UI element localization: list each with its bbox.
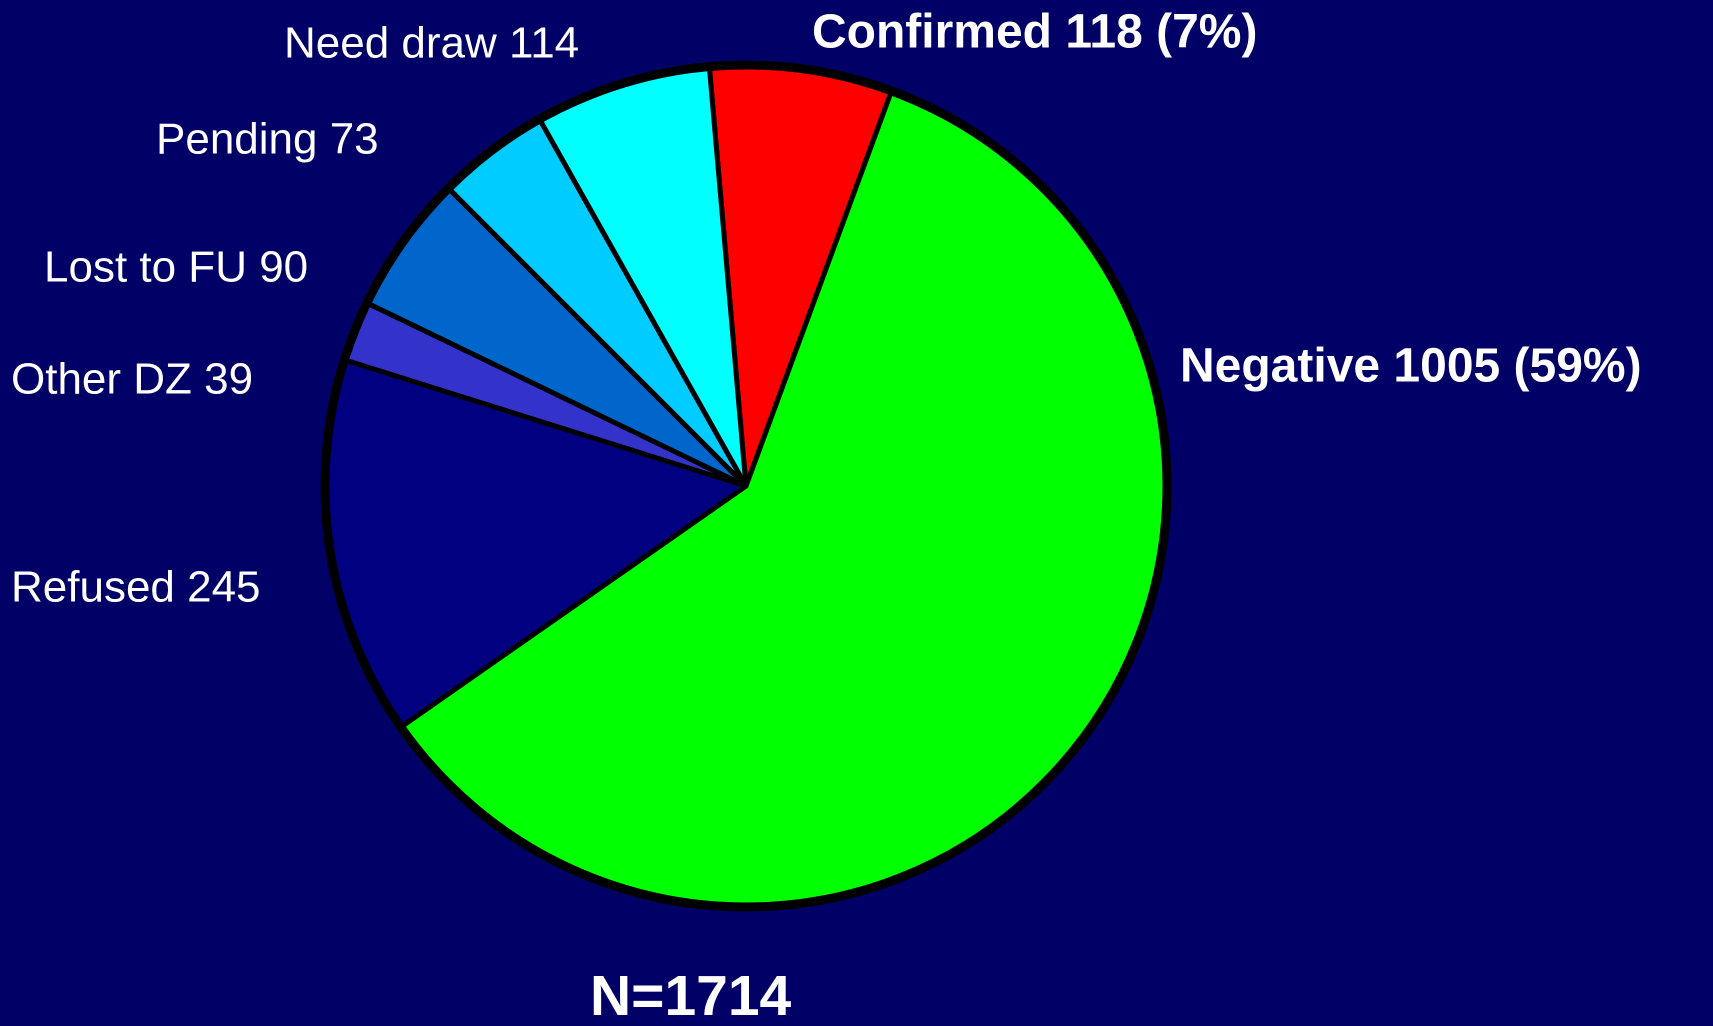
slice-label: Lost to FU 90 xyxy=(44,243,308,292)
slice-label: Refused 245 xyxy=(11,563,261,612)
slice-label: Negative 1005 (59%) xyxy=(1180,340,1642,393)
slice-label: Pending 73 xyxy=(156,115,379,164)
slice-label: Confirmed 118 (7%) xyxy=(812,6,1257,59)
slice-label: Need draw 114 xyxy=(284,19,579,68)
slice-label: Other DZ 39 xyxy=(11,355,253,404)
pie-outline xyxy=(320,60,1172,912)
annotation: N=1714 xyxy=(590,964,792,1026)
